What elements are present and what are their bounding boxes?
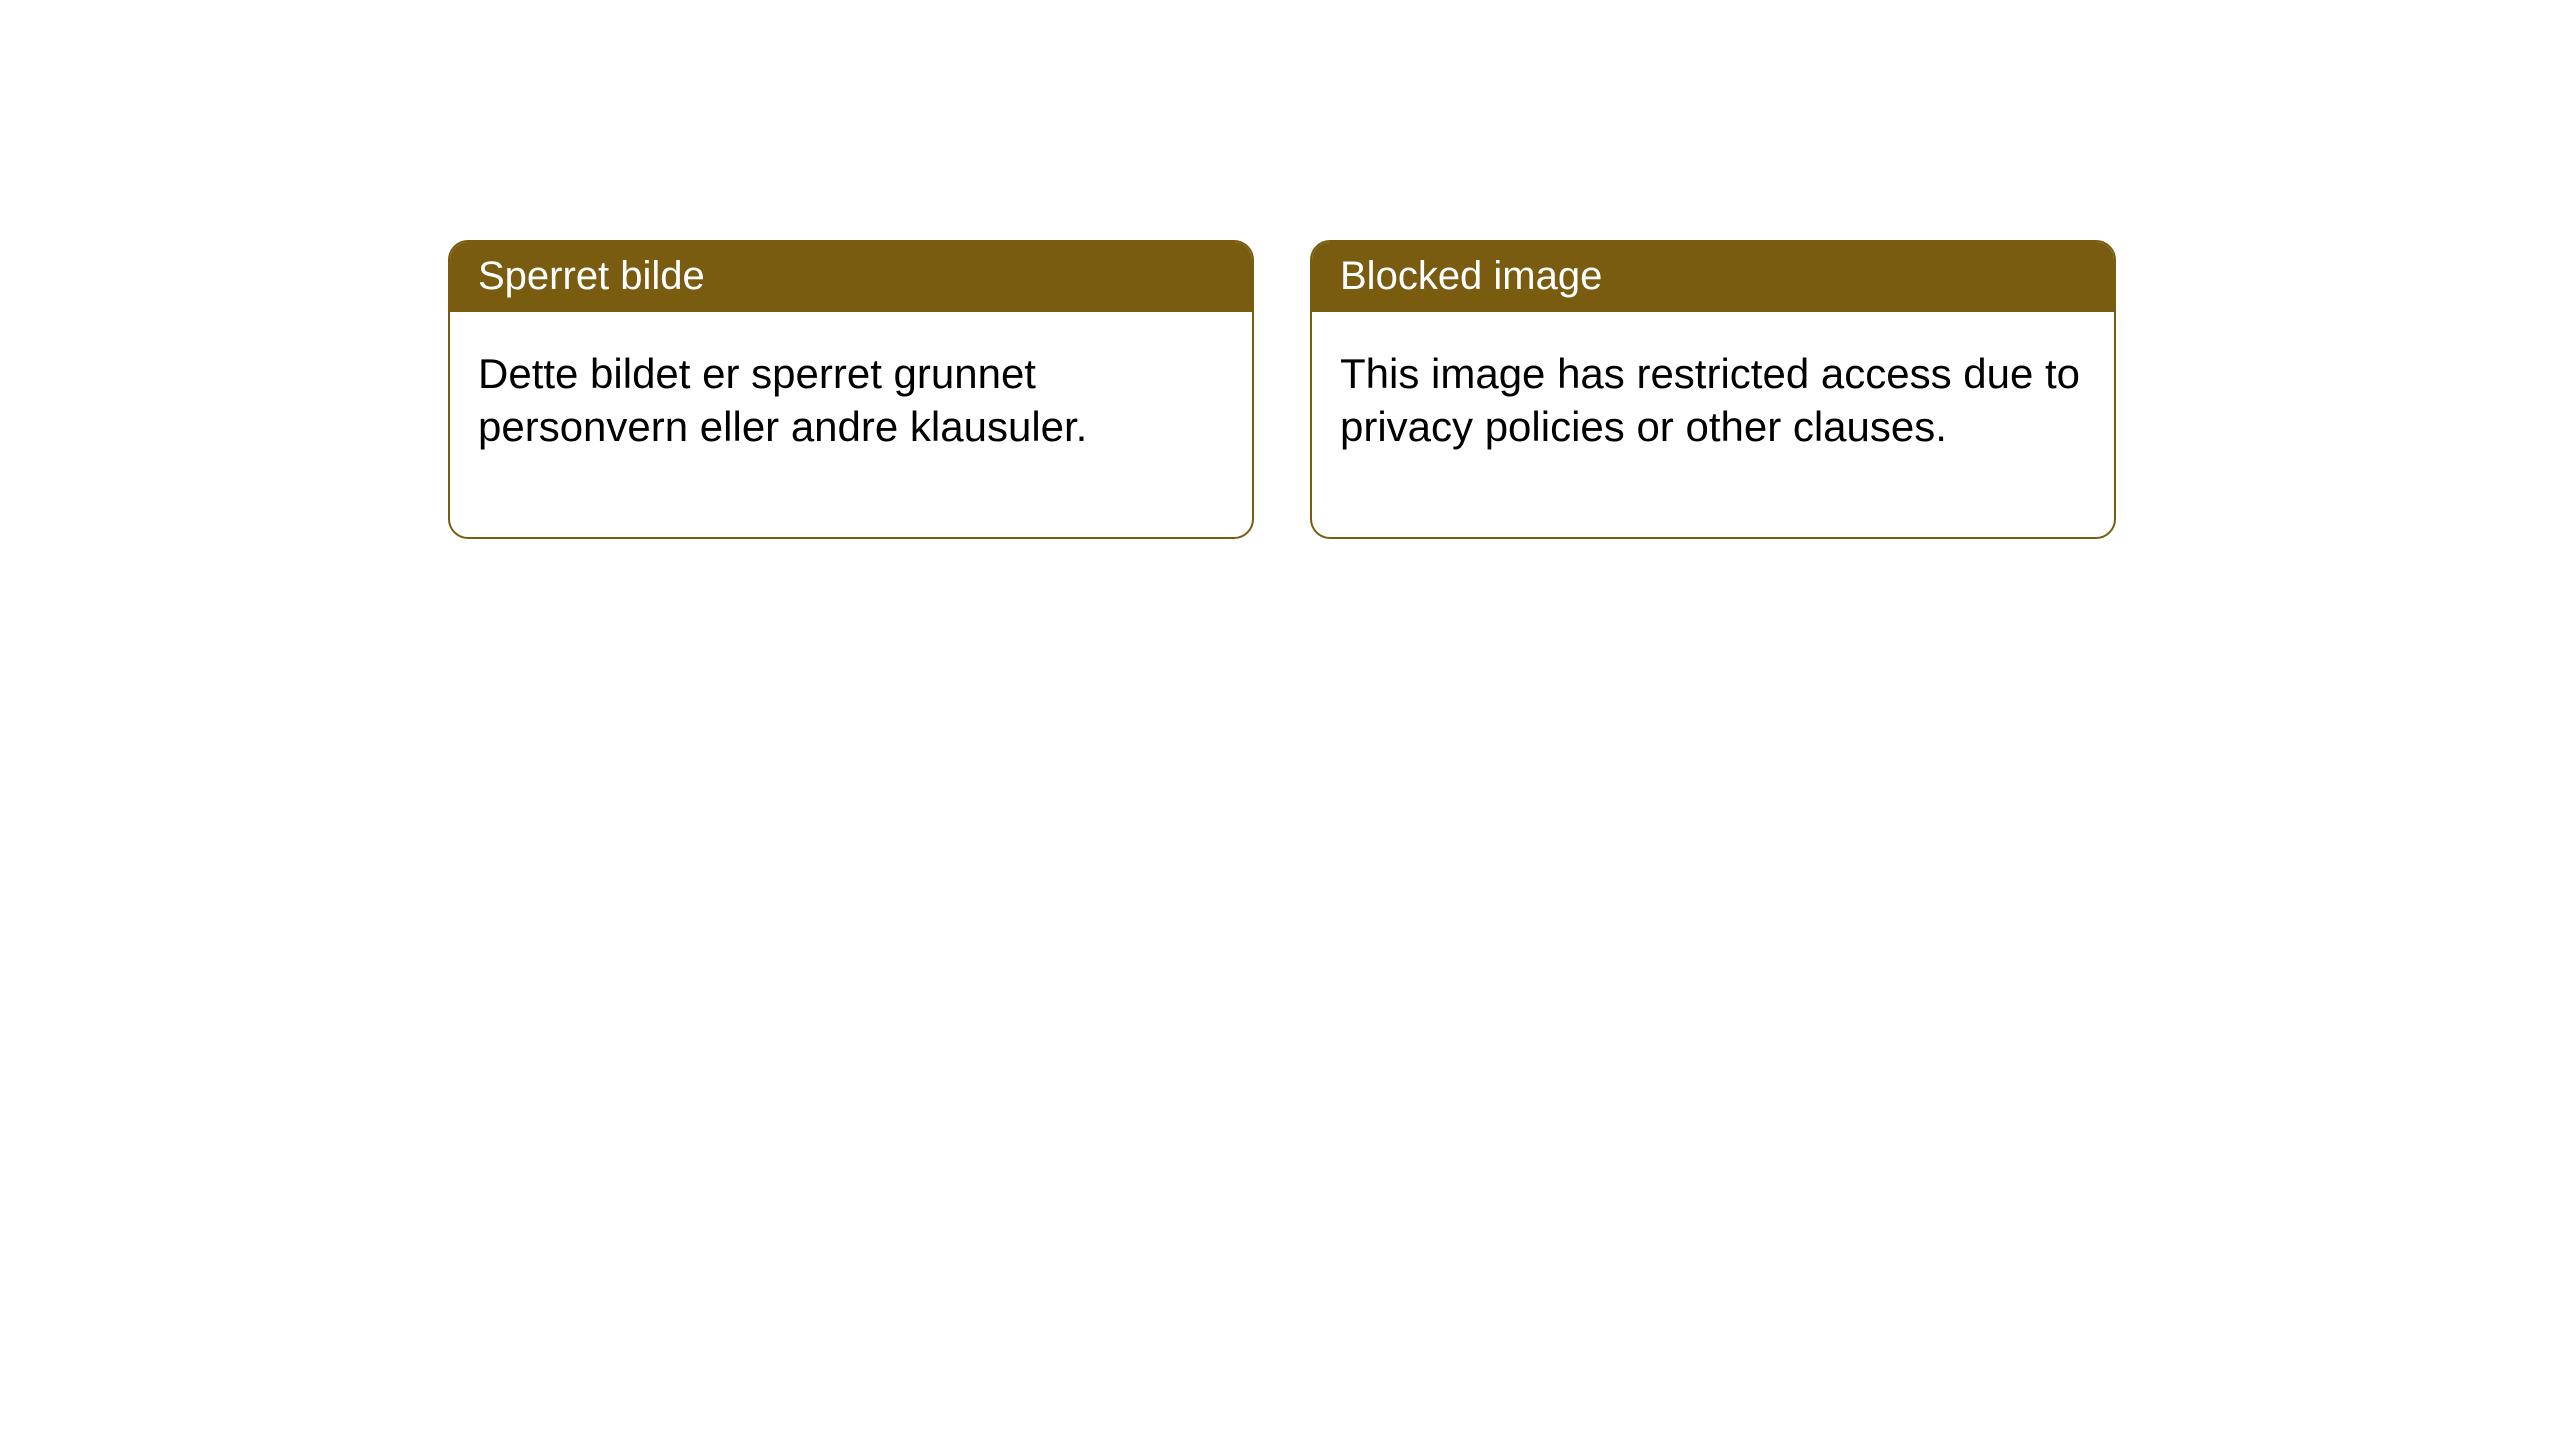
notice-header-no: Sperret bilde [450, 242, 1252, 312]
notices-container: Sperret bilde Dette bildet er sperret gr… [448, 240, 2116, 539]
notice-box-no: Sperret bilde Dette bildet er sperret gr… [448, 240, 1254, 539]
notice-body-no: Dette bildet er sperret grunnet personve… [450, 312, 1252, 537]
notice-body-en: This image has restricted access due to … [1312, 312, 2114, 537]
notice-header-en: Blocked image [1312, 242, 2114, 312]
notice-box-en: Blocked image This image has restricted … [1310, 240, 2116, 539]
